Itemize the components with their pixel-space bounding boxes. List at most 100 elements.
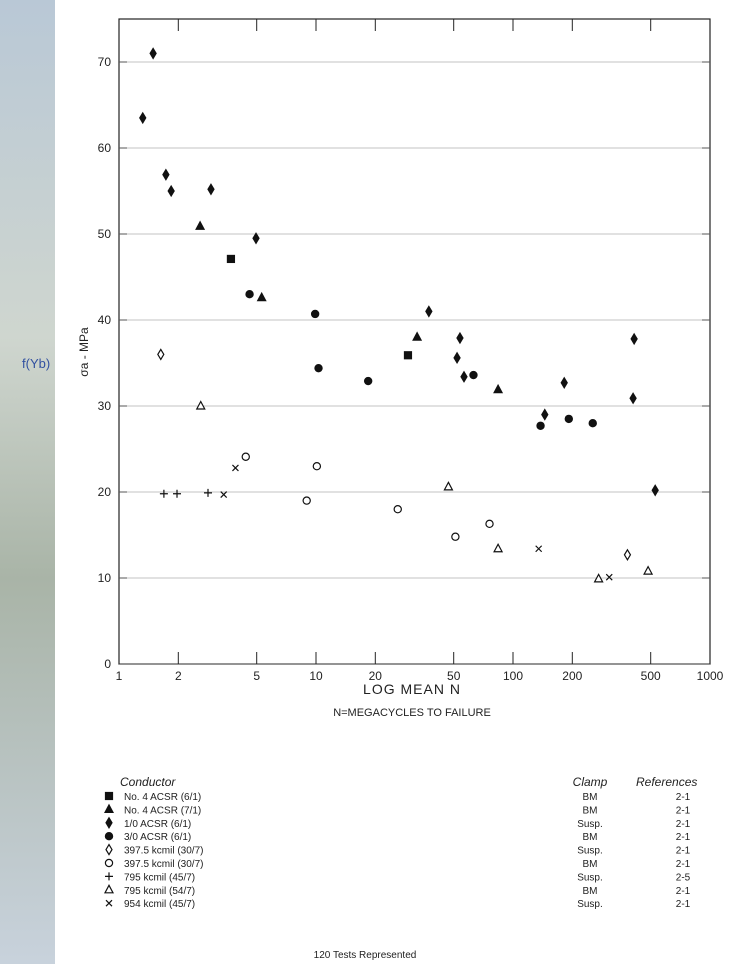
legend-reference: 2-1 bbox=[676, 899, 691, 910]
data-point bbox=[162, 168, 170, 181]
data-point bbox=[593, 573, 604, 583]
legend-clamp: BM bbox=[583, 859, 598, 870]
legend-symbol bbox=[105, 843, 113, 856]
x-tick-label: 100 bbox=[503, 669, 523, 683]
data-point bbox=[403, 351, 413, 360]
data-point bbox=[536, 421, 545, 430]
data-point bbox=[207, 183, 215, 196]
legend-clamp: Susp. bbox=[577, 899, 603, 910]
data-point bbox=[157, 348, 165, 361]
legend-label: 795 kcmil (45/7) bbox=[124, 872, 195, 883]
data-point bbox=[643, 565, 654, 575]
legend-header: Conductor bbox=[120, 775, 176, 789]
legend-symbol bbox=[105, 872, 113, 881]
legend-clamp: BM bbox=[583, 886, 598, 897]
data-point bbox=[310, 309, 320, 319]
data-point bbox=[232, 464, 239, 472]
data-point bbox=[139, 111, 147, 125]
x-tick-label: 2 bbox=[175, 669, 182, 683]
legend-reference: 2-1 bbox=[676, 846, 691, 857]
data-point bbox=[393, 505, 402, 514]
legend-label: 3/0 ACSR (6/1) bbox=[124, 832, 191, 843]
legend-reference: 2-1 bbox=[676, 819, 691, 830]
legend-header: Clamp bbox=[573, 775, 608, 789]
data-point bbox=[195, 220, 206, 230]
x-tick-label: 5 bbox=[253, 669, 260, 683]
annotation: f(Yb) bbox=[22, 356, 50, 371]
data-point bbox=[564, 414, 574, 424]
data-point bbox=[443, 481, 454, 491]
data-point bbox=[535, 545, 543, 553]
y-axis-label: σa - MPa bbox=[77, 327, 91, 377]
x-axis-sublabel: N=MEGACYCLES TO FAILURE bbox=[333, 707, 491, 719]
data-point bbox=[302, 496, 311, 505]
data-point bbox=[493, 383, 504, 394]
legend-symbol bbox=[104, 791, 114, 801]
y-tick-label: 60 bbox=[98, 141, 112, 155]
data-point bbox=[149, 47, 157, 60]
data-point bbox=[629, 392, 637, 405]
legend-label: 954 kcmil (45/7) bbox=[124, 899, 195, 910]
data-point bbox=[651, 484, 659, 497]
legend-reference: 2-1 bbox=[676, 886, 691, 897]
legend-clamp: BM bbox=[583, 792, 598, 803]
legend-reference: 2-5 bbox=[676, 872, 691, 883]
legend-label: 397.5 kcmil (30/7) bbox=[124, 859, 203, 870]
data-point bbox=[363, 376, 373, 386]
caption: 120 Tests Represented bbox=[314, 950, 417, 961]
data-point bbox=[460, 370, 468, 383]
data-point bbox=[312, 462, 322, 471]
x-tick-label: 20 bbox=[369, 669, 383, 683]
x-tick-label: 500 bbox=[641, 669, 661, 683]
data-point bbox=[173, 489, 182, 498]
legend-reference: 2-1 bbox=[676, 805, 691, 816]
legend-label: 1/0 ACSR (6/1) bbox=[124, 819, 191, 830]
legend-label: 795 kcmil (54/7) bbox=[124, 886, 195, 897]
data-point bbox=[560, 376, 568, 389]
data-point bbox=[159, 489, 168, 498]
legend-reference: 2-1 bbox=[676, 792, 691, 803]
data-point bbox=[167, 184, 175, 198]
legend-symbol bbox=[105, 899, 113, 907]
legend-symbol bbox=[104, 858, 114, 868]
data-point bbox=[588, 419, 597, 428]
data-point bbox=[195, 400, 206, 410]
legend-header: References bbox=[636, 775, 697, 789]
data-point bbox=[456, 331, 464, 345]
data-point bbox=[630, 332, 638, 346]
data-point bbox=[256, 291, 267, 302]
legend-symbol bbox=[104, 803, 114, 813]
legend-symbol bbox=[104, 884, 114, 894]
data-point bbox=[314, 363, 323, 373]
y-tick-label: 20 bbox=[98, 485, 112, 499]
legend-reference: 2-1 bbox=[676, 832, 691, 843]
data-point bbox=[412, 331, 423, 341]
y-tick-label: 40 bbox=[98, 313, 112, 327]
legend-clamp: Susp. bbox=[577, 872, 603, 883]
legend-label: No. 4 ACSR (7/1) bbox=[124, 805, 201, 816]
data-point bbox=[226, 254, 236, 264]
data-point bbox=[453, 351, 461, 365]
data-point bbox=[204, 488, 213, 497]
legend-clamp: BM bbox=[583, 832, 598, 843]
x-tick-label: 1 bbox=[116, 669, 123, 683]
legend: Conductor Clamp References No. 4 ACSR (6… bbox=[104, 775, 697, 910]
data-point bbox=[605, 573, 613, 581]
data-point bbox=[623, 548, 632, 561]
y-tick-label: 50 bbox=[98, 227, 112, 241]
data-point bbox=[541, 408, 549, 421]
x-tick-label: 50 bbox=[447, 669, 461, 683]
data-point bbox=[451, 532, 460, 541]
legend-label: No. 4 ACSR (6/1) bbox=[124, 792, 201, 803]
y-tick-label: 10 bbox=[98, 571, 112, 585]
legend-clamp: Susp. bbox=[577, 846, 603, 857]
y-tick-label: 30 bbox=[98, 399, 112, 413]
legend-clamp: Susp. bbox=[577, 819, 603, 830]
legend-symbol bbox=[105, 816, 113, 829]
data-point bbox=[469, 370, 478, 380]
data-point bbox=[485, 519, 494, 529]
data-point bbox=[252, 232, 260, 245]
x-axis-label: LOG MEAN N bbox=[363, 681, 461, 697]
